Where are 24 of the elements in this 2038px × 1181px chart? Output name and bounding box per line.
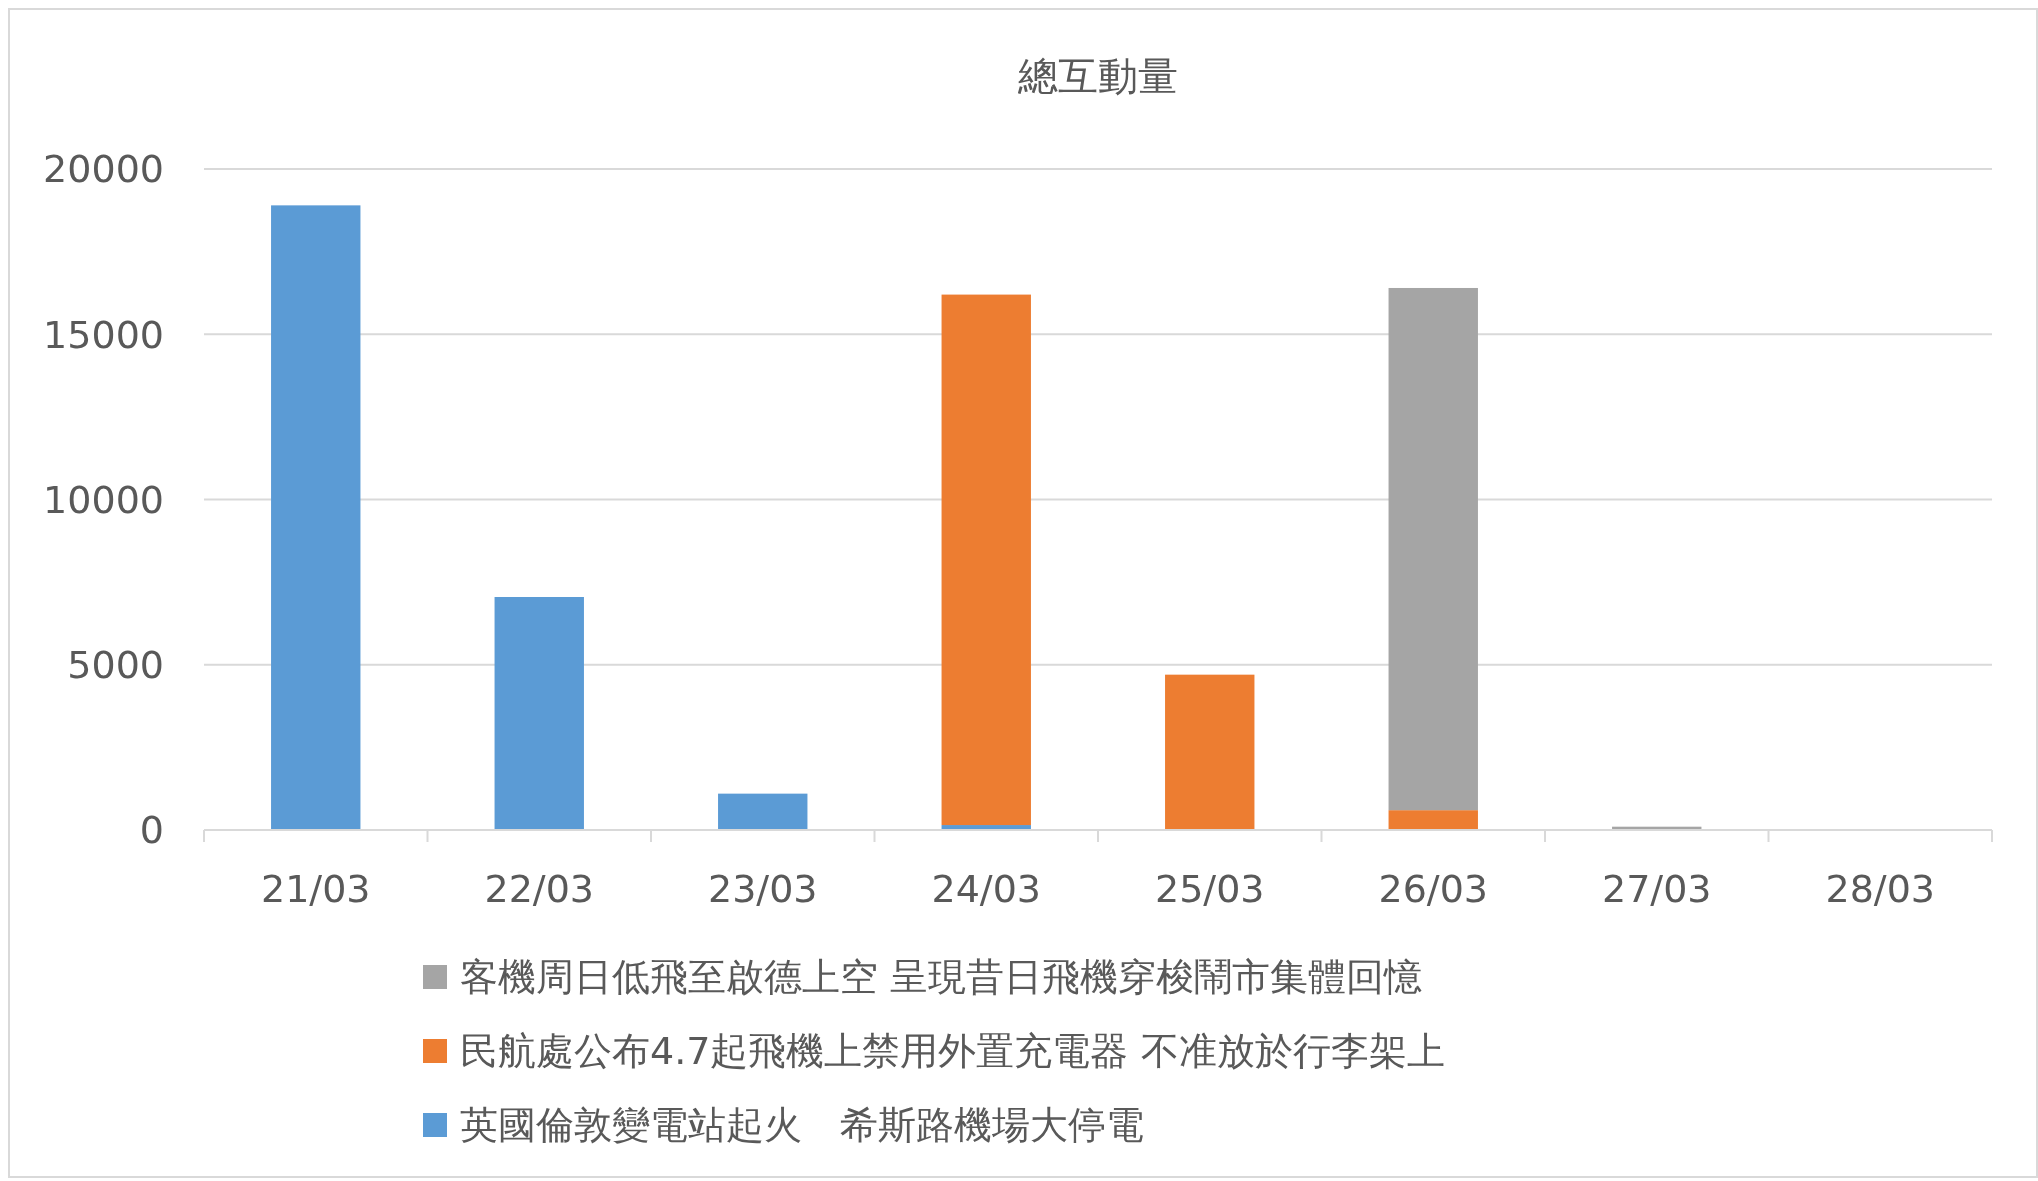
x-tick-label: 25/03: [1154, 867, 1265, 911]
bar: [494, 597, 584, 830]
x-tick-label: 27/03: [1601, 867, 1712, 911]
legend-label: 民航處公布4.7起飛機上禁用外置充電器 不准放於行李架上: [460, 1029, 1445, 1074]
x-tick-label: 23/03: [707, 867, 818, 911]
bar: [1388, 810, 1478, 830]
x-tick-label: 28/03: [1825, 867, 1936, 911]
y-tick-label: 15000: [43, 312, 164, 357]
x-tick-label: 24/03: [931, 867, 1042, 911]
x-tick-label: 26/03: [1378, 867, 1489, 911]
bar: [1388, 287, 1478, 811]
bar: [718, 793, 808, 830]
bar: [941, 294, 1031, 826]
y-tick-label: 10000: [43, 477, 164, 522]
bar: [1165, 674, 1255, 830]
legend-label: 客機周日低飛至啟德上空 呈現昔日飛機穿梭鬧市集體回憶: [460, 955, 1423, 1000]
y-tick-label: 0: [139, 808, 164, 853]
y-tick-label: 20000: [43, 147, 164, 192]
bar: [271, 205, 361, 830]
legend-label: 英國倫敦變電站起火 希斯路機場大停電: [460, 1103, 1144, 1148]
x-tick-label: 22/03: [484, 867, 595, 911]
x-tick-label: 21/03: [260, 867, 371, 911]
y-tick-label: 5000: [67, 643, 164, 688]
chart-title: 總互動量: [1017, 53, 1178, 99]
